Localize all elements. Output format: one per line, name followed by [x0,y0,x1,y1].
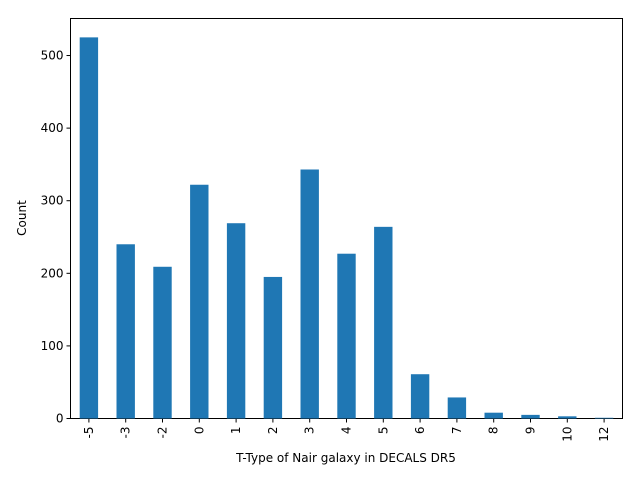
x-tick-label: 10 [560,427,574,442]
x-tick-label: -2 [156,427,170,439]
y-tick-label: 300 [41,194,64,208]
bar-12 [594,417,614,419]
bar-8 [484,412,503,419]
bar-2 [263,276,283,419]
x-tick-label: -3 [119,427,133,439]
x-tick-label: 2 [266,427,280,435]
bar--3 [116,244,135,419]
bars-group [79,37,614,419]
y-tick-label: 100 [41,339,64,353]
x-tick-label: -5 [82,427,96,439]
bar--2 [153,266,172,419]
bar--5 [79,37,99,419]
bar-7 [447,397,467,419]
x-tick-label: 9 [524,427,538,435]
bar-6 [410,374,430,419]
bar-1 [226,223,246,419]
x-axis: -5 -3 -2 0 1 2 3 4 5 6 7 8 9 10 12 [82,418,611,442]
x-tick-label: 6 [413,427,427,435]
x-tick-label: 5 [376,427,390,435]
x-tick-label: 7 [450,427,464,435]
bar-0 [190,184,209,419]
y-axis: 0 100 200 300 400 500 [41,49,71,426]
y-axis-label: Count [15,200,29,236]
x-tick-label: 12 [597,427,611,442]
x-tick-label: 3 [303,427,317,435]
bar-3 [300,169,319,419]
x-tick-label: 0 [192,427,206,435]
y-tick-label: 400 [41,121,64,135]
x-axis-label: T-Type of Nair galaxy in DECALS DR5 [235,451,456,465]
x-tick-label: 4 [340,427,354,435]
y-tick-label: 500 [41,49,64,63]
y-tick-label: 0 [56,412,64,426]
bar-4 [337,253,356,419]
bar-9 [521,414,540,419]
x-tick-label: 1 [229,427,243,435]
bar-10 [558,416,577,419]
bar-5 [374,226,393,419]
x-tick-label: 8 [487,427,501,435]
y-tick-label: 200 [41,266,64,280]
